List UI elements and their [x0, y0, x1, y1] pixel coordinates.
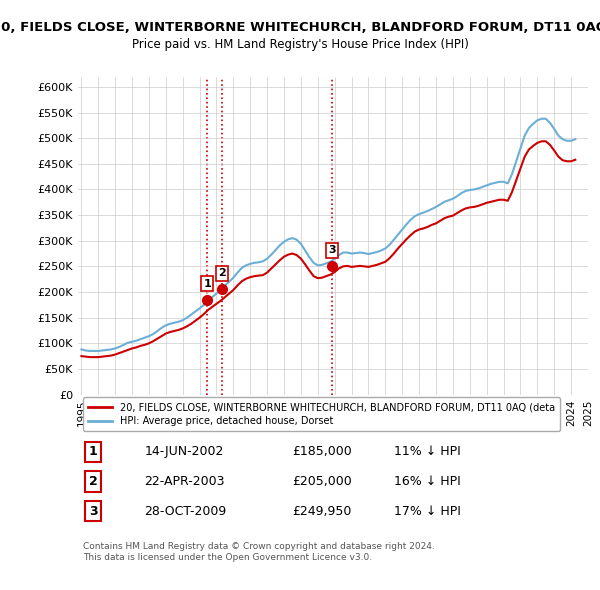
Text: 2: 2 — [218, 268, 226, 278]
Text: £185,000: £185,000 — [292, 445, 352, 458]
Text: 3: 3 — [89, 504, 98, 517]
Text: 22-APR-2003: 22-APR-2003 — [145, 475, 225, 488]
Text: 3: 3 — [328, 245, 335, 255]
Text: 28-OCT-2009: 28-OCT-2009 — [145, 504, 227, 517]
Text: Contains HM Land Registry data © Crown copyright and database right 2024.
This d: Contains HM Land Registry data © Crown c… — [83, 542, 435, 562]
Text: 2: 2 — [89, 475, 98, 488]
Text: £249,950: £249,950 — [292, 504, 352, 517]
Text: 16% ↓ HPI: 16% ↓ HPI — [394, 475, 461, 488]
Text: 20, FIELDS CLOSE, WINTERBORNE WHITECHURCH, BLANDFORD FORUM, DT11 0AQ: 20, FIELDS CLOSE, WINTERBORNE WHITECHURC… — [0, 21, 600, 34]
Text: £205,000: £205,000 — [292, 475, 352, 488]
Text: 1: 1 — [89, 445, 98, 458]
Text: 1: 1 — [203, 278, 211, 289]
Text: Price paid vs. HM Land Registry's House Price Index (HPI): Price paid vs. HM Land Registry's House … — [131, 38, 469, 51]
Legend: 20, FIELDS CLOSE, WINTERBORNE WHITECHURCH, BLANDFORD FORUM, DT11 0AQ (deta, HPI:: 20, FIELDS CLOSE, WINTERBORNE WHITECHURC… — [83, 397, 560, 431]
Text: 14-JUN-2002: 14-JUN-2002 — [145, 445, 224, 458]
Text: 11% ↓ HPI: 11% ↓ HPI — [394, 445, 461, 458]
Text: 17% ↓ HPI: 17% ↓ HPI — [394, 504, 461, 517]
